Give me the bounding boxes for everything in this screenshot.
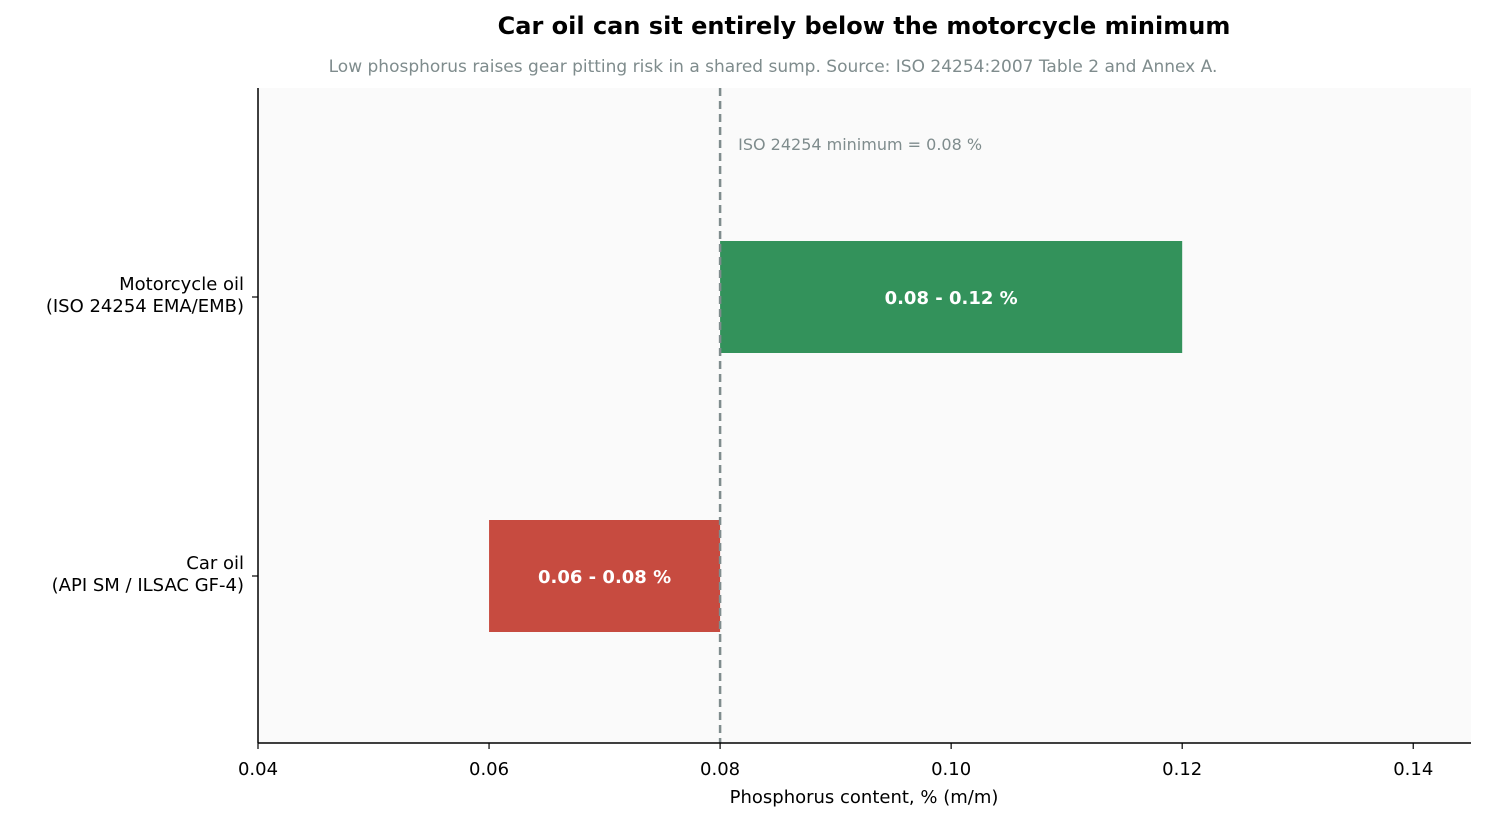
chart-title: Car oil can sit entirely below the motor… bbox=[498, 12, 1231, 40]
category-label-1: Car oil (API SM / ILSAC GF-4) bbox=[52, 553, 244, 596]
bars-group: 0.08 - 0.12 % 0.06 - 0.08 % bbox=[489, 241, 1183, 632]
chart-subtitle: Low phosphorus raises gear pitting risk … bbox=[329, 57, 1218, 77]
x-tick-label-2: 0.08 bbox=[700, 759, 740, 780]
reference-line-group: ISO 24254 minimum = 0.08 % bbox=[718, 88, 982, 743]
bar-value-label-1: 0.06 - 0.08 % bbox=[538, 567, 671, 588]
bar-0 bbox=[720, 241, 1183, 353]
x-tick-label-4: 0.12 bbox=[1162, 759, 1202, 780]
plot-area bbox=[258, 88, 1471, 743]
x-tick-label-5: 0.14 bbox=[1393, 759, 1433, 780]
x-axis-label: Phosphorus content, % (m/m) bbox=[730, 787, 999, 808]
category-label-0: Motorcycle oil (ISO 24254 EMA/EMB) bbox=[46, 274, 244, 317]
x-tick-label-3: 0.10 bbox=[931, 759, 971, 780]
bar-1 bbox=[489, 520, 721, 632]
axes-group: Motorcycle oil (ISO 24254 EMA/EMB) Car oil… bbox=[46, 88, 1471, 780]
bar-value-label-0: 0.08 - 0.12 % bbox=[885, 288, 1018, 309]
x-tick-label-1: 0.06 bbox=[469, 759, 509, 780]
reference-line-label: ISO 24254 minimum = 0.08 % bbox=[738, 135, 982, 154]
x-tick-label-0: 0.04 bbox=[238, 759, 278, 780]
